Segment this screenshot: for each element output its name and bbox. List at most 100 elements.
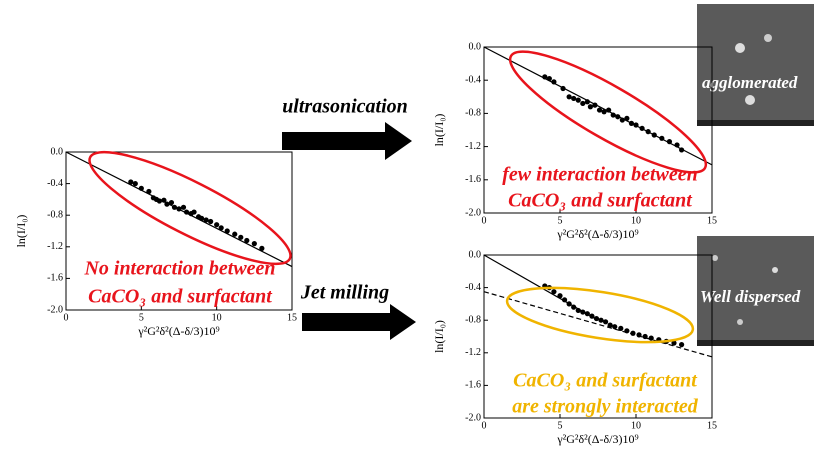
y-tick-label: -1.2 [47, 241, 63, 252]
image-label: agglomerated [702, 73, 798, 92]
x-tick-label: 10 [631, 215, 641, 226]
data-point [576, 98, 581, 103]
y-tick-label: -2.0 [465, 412, 481, 423]
data-point [652, 132, 657, 137]
data-point [184, 209, 189, 214]
data-point [571, 96, 576, 101]
data-point [172, 205, 177, 210]
arrow-shape [282, 122, 412, 160]
x-tick-label: 15 [287, 312, 297, 323]
data-point [547, 76, 552, 81]
data-point [176, 206, 181, 211]
data-point [562, 297, 567, 302]
arrow-label: ultrasonication [282, 96, 408, 118]
x-tick-label: 0 [482, 215, 487, 226]
data-point [636, 332, 641, 337]
data-point [139, 186, 144, 191]
x-tick-label: 10 [631, 420, 641, 431]
y-tick-label: -0.4 [465, 74, 481, 85]
x-tick-label: 0 [64, 312, 69, 323]
x-tick-label: 15 [707, 215, 717, 226]
data-point [164, 202, 169, 207]
data-point [580, 309, 585, 314]
data-point [146, 189, 151, 194]
y-tick-label: -1.6 [47, 273, 63, 284]
annotation: few interaction between [502, 164, 698, 186]
data-point [679, 147, 684, 152]
annotation: No interaction between [83, 258, 275, 280]
data-point [551, 79, 556, 84]
data-point [181, 205, 186, 210]
y-tick-label: -2.0 [465, 207, 481, 218]
data-point [588, 104, 593, 109]
data-point [252, 241, 257, 246]
data-point [542, 74, 547, 79]
data-point [580, 101, 585, 106]
data-point [643, 334, 648, 339]
data-point [567, 301, 572, 306]
data-point [585, 99, 590, 104]
data-point [208, 219, 213, 224]
annotation: are strongly interacted [512, 396, 699, 418]
annotation: CaCO₃ and surfactant [508, 190, 693, 212]
data-point [603, 319, 608, 324]
y-tick-label: 0.0 [469, 249, 482, 260]
data-point [633, 122, 638, 127]
arrow-2: Jet milling [300, 282, 416, 340]
data-point [646, 129, 651, 134]
particle [735, 43, 745, 53]
y-tick-label: -1.6 [465, 174, 481, 185]
data-point [219, 225, 224, 230]
y-tick-label: -0.8 [465, 108, 481, 119]
annotation: CaCO₃ and surfactant [88, 286, 273, 308]
y-tick-label: -0.8 [47, 209, 63, 220]
data-point [620, 117, 625, 122]
data-point [630, 331, 635, 336]
x-axis-label: γ²G²δ²(Δ-δ/3)10⁹ [556, 227, 638, 241]
y-axis-label: ln(I/I₀) [432, 320, 446, 353]
sem-image-1: agglomerated [697, 4, 814, 126]
plot-frame [484, 255, 712, 418]
data-point [611, 112, 616, 117]
data-point [199, 216, 204, 221]
y-tick-label: 0.0 [469, 41, 482, 52]
data-point [204, 217, 209, 222]
data-point [592, 103, 597, 108]
y-tick-label: -0.4 [47, 178, 63, 189]
data-point [618, 326, 623, 331]
y-tick-label: -1.2 [465, 347, 481, 358]
data-point [238, 235, 243, 240]
particle [764, 34, 772, 42]
sem-image-2: Well dispersed [697, 236, 814, 346]
data-point [576, 308, 581, 313]
particle [737, 319, 743, 325]
y-tick-label: -1.2 [465, 141, 481, 152]
data-point [244, 238, 249, 243]
y-tick-label: -1.6 [465, 380, 481, 391]
data-point [615, 114, 620, 119]
data-point [557, 293, 562, 298]
scale-bar [697, 120, 814, 126]
data-point [649, 336, 654, 341]
data-point [639, 126, 644, 131]
data-point [606, 107, 611, 112]
x-tick-label: 5 [139, 312, 144, 323]
x-axis-label: γ²G²δ²(Δ-δ/3)10⁹ [556, 432, 638, 446]
image-background [697, 4, 814, 126]
particle [772, 267, 778, 273]
y-tick-label: -2.0 [47, 304, 63, 315]
figure: ultrasonication Jet milling agglomerated… [0, 0, 814, 451]
data-point [567, 94, 572, 99]
data-point [601, 109, 606, 114]
data-point [589, 314, 594, 319]
y-tick-label: 0.0 [51, 146, 64, 157]
data-point [232, 232, 237, 237]
data-point [659, 136, 664, 141]
x-tick-label: 0 [482, 420, 487, 431]
data-point [157, 198, 162, 203]
data-point [259, 246, 264, 251]
arrow-label: Jet milling [300, 282, 389, 304]
data-point [597, 107, 602, 112]
annotation: CaCO₃ and surfactant [513, 370, 698, 392]
